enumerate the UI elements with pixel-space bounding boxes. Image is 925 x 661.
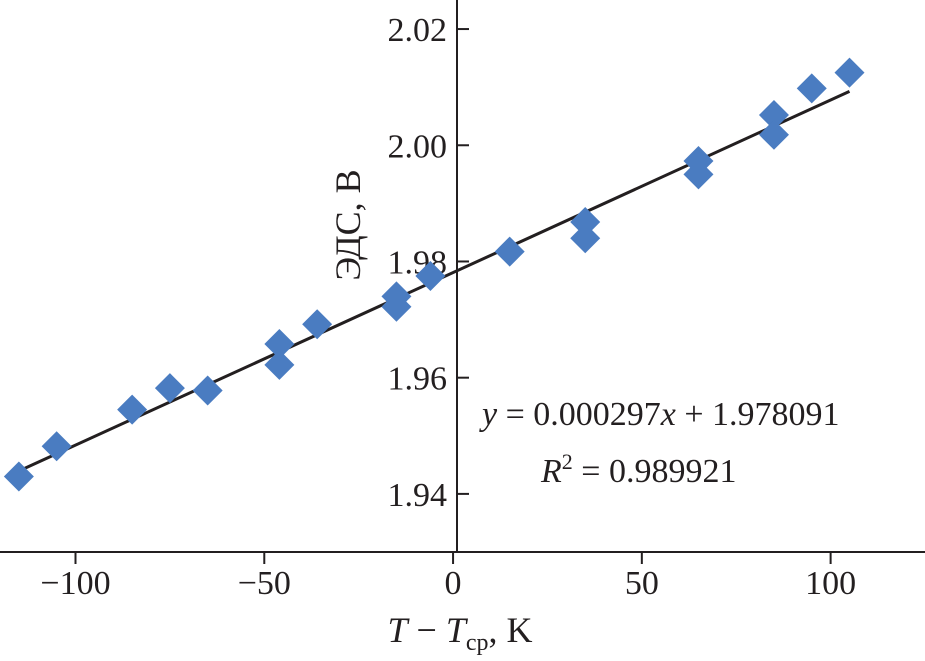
fit-equation-x: x: [660, 396, 676, 433]
fit-equation-y: y: [479, 396, 498, 433]
data-point: [41, 431, 72, 462]
data-point: [117, 394, 148, 425]
x-axis-title-minus: −: [408, 610, 446, 650]
r-squared-r: R: [540, 453, 562, 490]
x-tick-label: 50: [625, 565, 659, 602]
axes: [0, 0, 925, 553]
data-point: [264, 349, 295, 380]
x-axis-title-var: T: [387, 610, 410, 650]
data-point: [758, 119, 789, 150]
data-point: [415, 261, 446, 291]
y-tick-label: 1.94: [388, 477, 448, 514]
data-point: [683, 159, 714, 190]
y-tick-label: 1.96: [388, 361, 448, 398]
fit-equation-intercept: + 1.978091: [676, 396, 840, 433]
data-point: [570, 223, 601, 254]
data-point: [570, 206, 601, 237]
x-axis-title-subscript: ср: [466, 630, 489, 656]
fit-r-squared: R2 = 0.989921: [540, 449, 736, 490]
fit-equation-coef: = 0.000297: [497, 396, 661, 433]
data-point: [834, 57, 865, 88]
x-tick-label: 0: [445, 565, 462, 602]
x-tick-label: −50: [238, 565, 291, 602]
data-point: [494, 236, 525, 267]
data-point: [3, 461, 34, 492]
data-points: [3, 57, 865, 492]
x-axis-title-unit: , K: [489, 610, 533, 650]
data-point: [192, 375, 223, 406]
fit-equation: y = 0.000297x + 1.978091: [479, 396, 840, 433]
r-squared-value: = 0.989921: [573, 453, 737, 490]
y-axis-title: ЭДС, В: [328, 169, 368, 280]
x-tick-label: −100: [40, 565, 110, 602]
x-tick-label: 100: [805, 565, 856, 602]
data-point: [154, 373, 185, 404]
data-point: [758, 100, 789, 131]
r-squared-superscript: 2: [562, 449, 573, 474]
x-axis-title: T − Tср, K: [387, 610, 532, 656]
data-point: [302, 309, 333, 340]
y-tick-label: 2.00: [388, 128, 448, 165]
x-axis-title-var2: T: [446, 610, 469, 650]
data-point: [264, 328, 295, 359]
data-point: [381, 291, 412, 322]
y-tick-label: 2.02: [388, 12, 448, 49]
data-point: [796, 73, 827, 104]
